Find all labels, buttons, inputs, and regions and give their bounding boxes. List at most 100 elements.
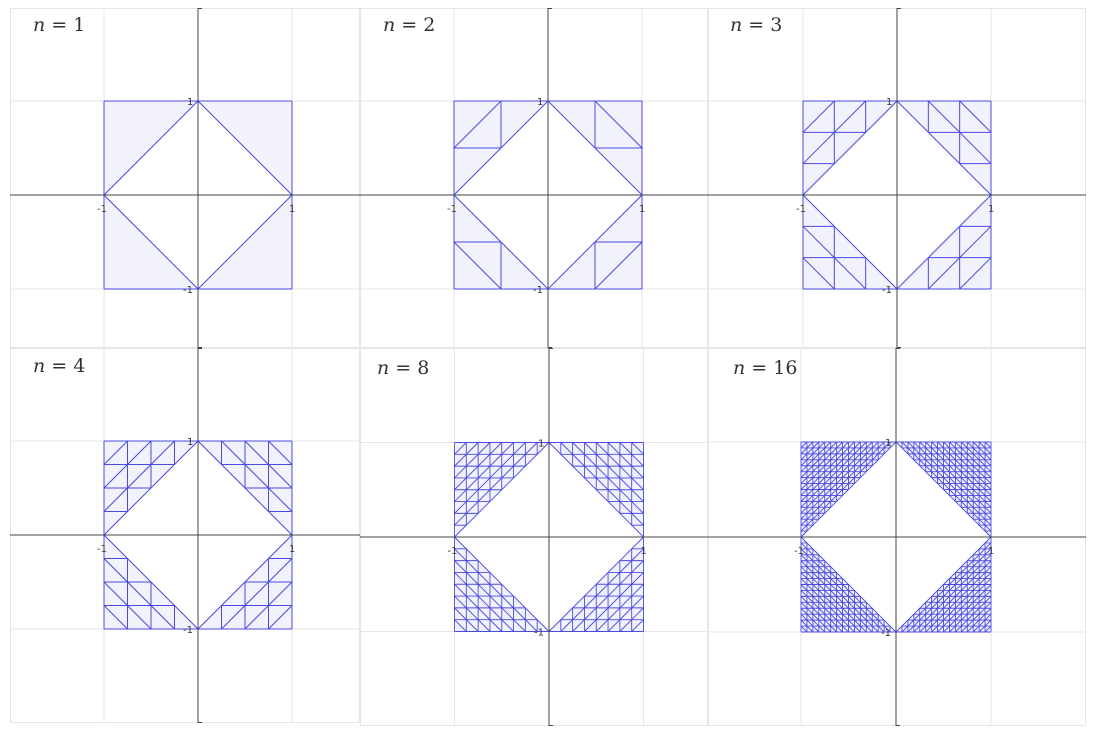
mesh-edge	[221, 440, 293, 512]
mesh	[103, 440, 293, 630]
mesh-edge	[800, 441, 897, 538]
mesh-edge	[594, 100, 643, 149]
mesh	[454, 442, 644, 632]
mesh-edge	[800, 441, 820, 461]
label-equals: =	[45, 14, 74, 36]
axes: -1 1 1 -1	[708, 8, 1086, 348]
grid	[360, 8, 708, 348]
mesh-edge	[895, 441, 992, 538]
mesh-edge	[454, 442, 550, 538]
tick-x-pos: 1	[641, 546, 647, 557]
label-variable: n	[733, 357, 746, 379]
tick-x-neg: -1	[448, 546, 458, 557]
mesh-edge	[103, 440, 175, 512]
tick-y-neg: -1	[534, 628, 544, 639]
mesh	[802, 100, 992, 290]
mesh-edge	[454, 442, 491, 479]
tick-y-neg: -1	[881, 628, 891, 639]
axes: -1 1 1 -1	[10, 348, 360, 723]
mesh-edge	[984, 625, 992, 633]
tick-x-pos: 1	[289, 544, 295, 555]
mesh-panel-1: -1 1 1 -1	[360, 8, 708, 348]
mesh-edge	[268, 605, 293, 630]
mesh-edge	[800, 566, 867, 633]
mesh-edge	[547, 194, 643, 290]
mesh-edge	[607, 595, 644, 632]
mesh-edge	[560, 442, 644, 526]
mesh-edge	[800, 625, 808, 633]
mesh-edge	[197, 440, 293, 536]
mesh-edge	[548, 536, 644, 632]
mesh-edge	[454, 442, 514, 502]
label-equals: =	[389, 357, 418, 379]
tick-y-neg: -1	[882, 285, 892, 296]
mesh-edge	[454, 548, 538, 632]
tick-y-neg: -1	[183, 625, 193, 636]
mesh-edge	[896, 100, 992, 196]
mesh-panel-3: -1 1 1 -1	[10, 348, 360, 723]
grid	[10, 8, 360, 348]
mesh	[453, 100, 643, 290]
mesh-edge	[972, 613, 992, 633]
mesh-edge	[454, 442, 538, 526]
label-equals: =	[395, 14, 424, 36]
tick-y-neg: -1	[533, 285, 543, 296]
mesh-edge	[453, 100, 502, 149]
mesh-edge	[901, 542, 992, 633]
mesh	[800, 441, 992, 633]
axes: -1 1 1 -1	[10, 8, 360, 348]
mesh-panel-5: -1 1 1 -1	[708, 348, 1086, 726]
mesh-edge	[547, 100, 643, 196]
panel-frame	[360, 8, 708, 348]
mesh-edge	[984, 441, 992, 449]
mesh-edge	[925, 441, 992, 508]
mesh-edge	[800, 536, 897, 633]
panel-label-5: n = 16	[733, 359, 797, 378]
mesh-edge	[453, 241, 502, 290]
label-value: 2	[423, 14, 436, 36]
mesh-panel-0: -1 1 1 -1	[10, 8, 360, 348]
mesh-edge	[631, 442, 644, 455]
tick-y-pos: 1	[187, 437, 193, 448]
tick-x-pos: 1	[988, 204, 994, 215]
mesh-edge	[802, 257, 835, 290]
mesh-edge	[896, 194, 992, 290]
axes: -1 1 1 -1	[360, 8, 708, 348]
mesh-edge	[959, 100, 992, 133]
mesh-edge	[560, 548, 644, 632]
mesh-edge	[800, 441, 808, 449]
mesh-edge	[197, 100, 293, 196]
mesh-edge	[584, 442, 644, 502]
tick-y-pos: 1	[885, 438, 891, 449]
mesh-edge	[800, 441, 855, 496]
mesh-edge	[221, 558, 293, 630]
mesh-edge	[800, 590, 843, 633]
mesh-edge	[103, 605, 128, 630]
label-equals: =	[745, 357, 774, 379]
tick-x-neg: -1	[97, 544, 107, 555]
tick-y-pos: 1	[538, 439, 544, 450]
tick-x-neg: -1	[447, 204, 457, 215]
mesh-edge	[913, 554, 992, 633]
tick-x-pos: 1	[289, 204, 295, 215]
tick-x-neg: -1	[796, 204, 806, 215]
mesh-edge	[800, 601, 832, 633]
panel-label-0: n = 1	[33, 16, 85, 35]
axes: -1 1 1 -1	[708, 348, 1086, 726]
tick-y-pos: 1	[886, 97, 892, 108]
mesh-edge	[959, 257, 992, 290]
tick-y-pos: 1	[537, 97, 543, 108]
mesh-edge	[949, 590, 992, 633]
mesh-edge	[800, 613, 820, 633]
tick-x-pos: 1	[639, 204, 645, 215]
mesh-edge	[631, 619, 644, 632]
tick-y-pos: 1	[187, 97, 193, 108]
label-value: 3	[770, 14, 783, 36]
label-value: 16	[773, 357, 798, 379]
mesh	[103, 100, 293, 290]
mesh-edge	[800, 441, 843, 484]
label-value: 4	[73, 355, 86, 377]
mesh-edge	[103, 558, 175, 630]
label-variable: n	[383, 14, 396, 36]
axes: -1 1 1 -1	[360, 348, 708, 726]
